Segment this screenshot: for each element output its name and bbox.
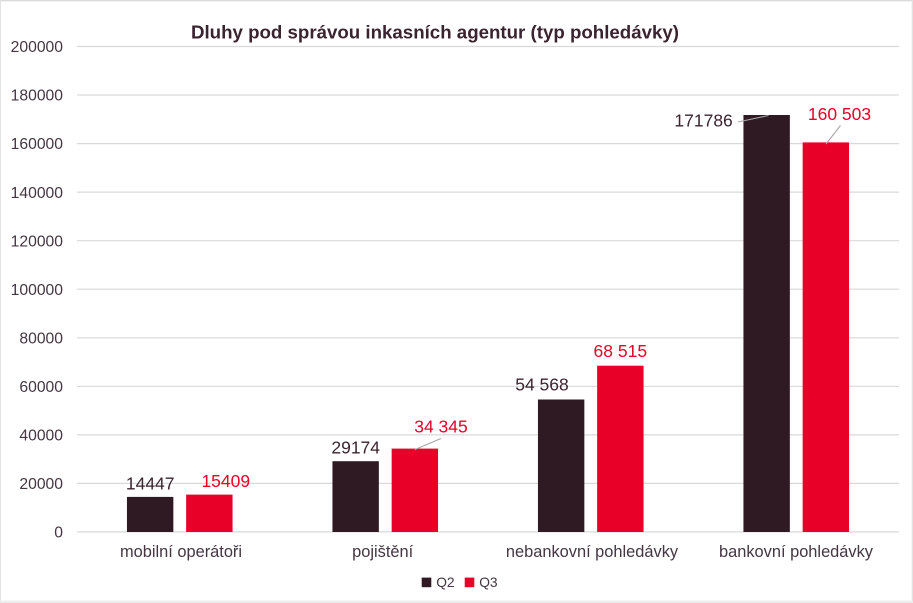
svg-text:120000: 120000 — [11, 233, 64, 250]
svg-text:160000: 160000 — [11, 136, 64, 153]
svg-text:160 503: 160 503 — [808, 104, 871, 124]
svg-text:nebankovní pohledávky: nebankovní pohledávky — [506, 543, 679, 561]
svg-text:68 515: 68 515 — [594, 341, 648, 361]
svg-text:bankovní pohledávky: bankovní pohledávky — [719, 543, 874, 561]
svg-text:Q3: Q3 — [479, 575, 498, 590]
svg-text:15409: 15409 — [201, 471, 250, 491]
svg-text:60000: 60000 — [19, 379, 63, 396]
svg-text:54 568: 54 568 — [515, 375, 569, 395]
svg-text:29174: 29174 — [331, 438, 380, 458]
svg-text:180000: 180000 — [11, 88, 64, 105]
svg-text:20000: 20000 — [19, 476, 63, 493]
svg-text:pojištění: pojištění — [352, 543, 413, 561]
svg-text:14447: 14447 — [126, 474, 175, 494]
svg-text:100000: 100000 — [11, 282, 64, 299]
svg-text:80000: 80000 — [19, 330, 63, 347]
svg-text:Dluhy pod správou inkasních ag: Dluhy pod správou inkasních agentur (typ… — [191, 21, 679, 42]
svg-text:mobilní operátoři: mobilní operátoři — [120, 543, 242, 561]
svg-text:0: 0 — [54, 525, 63, 542]
svg-text:200000: 200000 — [11, 39, 64, 56]
svg-text:Q2: Q2 — [436, 575, 454, 590]
svg-text:34 345: 34 345 — [414, 417, 468, 437]
svg-text:171786: 171786 — [674, 111, 732, 131]
svg-text:40000: 40000 — [19, 428, 63, 445]
svg-text:140000: 140000 — [11, 185, 64, 202]
